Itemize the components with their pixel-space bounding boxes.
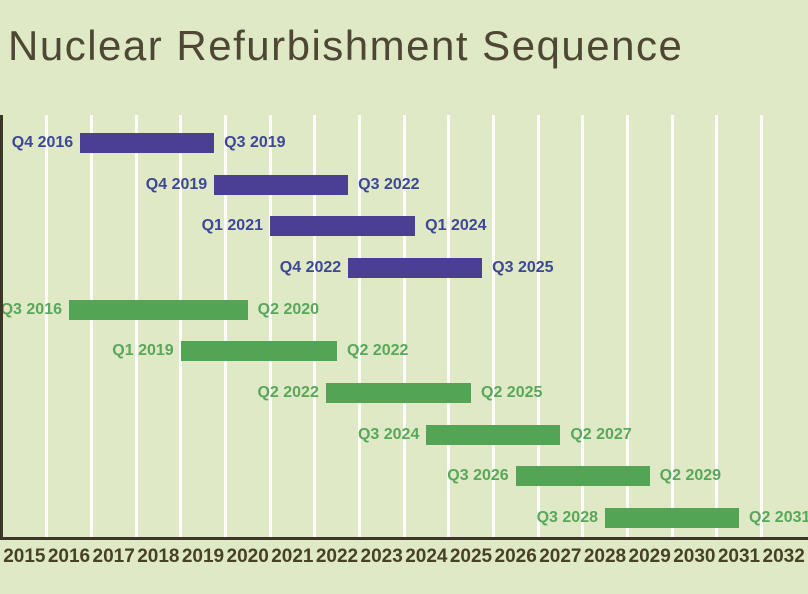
- year-gridline: [313, 115, 317, 537]
- year-gridline: [134, 115, 138, 537]
- year-gridline: [581, 115, 585, 537]
- year-gridline: [491, 115, 495, 537]
- purple-task-1-bar: [80, 133, 215, 153]
- year-gridline: [536, 115, 540, 537]
- x-axis-tick-label: 2020: [226, 546, 269, 567]
- x-axis-tick-label: 2030: [673, 546, 716, 567]
- purple-task-3-bar: [270, 216, 416, 237]
- green-task-1-end-label: Q2 2020: [257, 300, 320, 318]
- x-axis-tick-label: 2029: [628, 546, 671, 567]
- green-task-3-bar: [325, 383, 471, 404]
- green-task-2-bar: [180, 341, 337, 362]
- green-task-4-bar: [426, 424, 561, 445]
- x-axis-tick-label: 2025: [449, 546, 493, 567]
- green-task-6-bar: [605, 508, 739, 529]
- x-axis-tick-label: 2015: [3, 546, 46, 567]
- year-gridline: [357, 115, 361, 537]
- year-gridline: [179, 115, 183, 537]
- x-axis-tick-label: 2021: [271, 546, 314, 567]
- x-axis-tick-label: 2023: [360, 546, 403, 567]
- green-task-1-bar: [69, 299, 248, 320]
- x-axis-tick-label: 2031: [717, 546, 761, 567]
- y-axis-line: [0, 115, 3, 540]
- purple-task-1-start-label: Q4 2016: [11, 134, 74, 151]
- year-gridline: [670, 115, 674, 537]
- purple-task-4-start-label: Q4 2022: [279, 259, 342, 276]
- green-task-5-bar: [515, 466, 650, 487]
- green-task-3-start-label: Q2 2022: [257, 384, 319, 402]
- year-gridline: [45, 115, 49, 537]
- year-gridline: [625, 115, 629, 537]
- x-axis-tick-label: 2022: [315, 546, 359, 567]
- x-axis-tick-label: 2016: [47, 546, 91, 567]
- year-gridline: [447, 115, 451, 537]
- green-task-2-start-label: Q1 2019: [112, 342, 174, 360]
- green-task-5-end-label: Q2 2029: [659, 467, 722, 485]
- chart-title: Nuclear Refurbishment Sequence: [8, 22, 684, 69]
- purple-task-1-end-label: Q3 2019: [224, 134, 286, 151]
- x-axis-tick-label: 2027: [539, 546, 582, 567]
- purple-task-4-bar: [348, 258, 483, 278]
- x-axis-tick-label: 2032: [762, 546, 805, 567]
- year-gridline: [715, 115, 719, 537]
- x-axis-tick-label: 2026: [494, 546, 537, 567]
- green-task-5-start-label: Q3 2026: [447, 467, 509, 485]
- year-gridline: [223, 115, 227, 537]
- year-gridline: [268, 115, 272, 537]
- green-task-2-end-label: Q2 2022: [347, 342, 409, 360]
- year-gridline: [402, 115, 406, 537]
- x-axis-tick-label: 2028: [583, 546, 627, 567]
- x-axis-tick-label: 2024: [405, 546, 448, 567]
- purple-task-2-start-label: Q4 2019: [145, 175, 208, 193]
- green-task-4-start-label: Q3 2024: [357, 425, 420, 443]
- purple-task-4-end-label: Q3 2025: [492, 259, 554, 276]
- green-task-1-start-label: Q3 2016: [0, 300, 62, 318]
- green-task-4-end-label: Q2 2027: [570, 425, 632, 443]
- purple-task-2-end-label: Q3 2022: [358, 175, 420, 193]
- purple-task-3-end-label: Q1 2024: [425, 217, 487, 235]
- year-gridline: [759, 115, 763, 537]
- green-task-6-start-label: Q3 2028: [536, 509, 598, 527]
- purple-task-2-bar: [214, 174, 349, 195]
- year-gridline: [89, 115, 93, 537]
- x-axis-tick-label: 2019: [181, 546, 225, 567]
- green-task-6-end-label: Q2 2031: [749, 509, 808, 527]
- x-axis-tick-label: 2017: [92, 546, 135, 567]
- x-axis-line: [0, 537, 808, 540]
- x-axis-tick-label: 2018: [137, 546, 180, 567]
- purple-task-3-start-label: Q1 2021: [201, 217, 263, 235]
- green-task-3-end-label: Q2 2025: [481, 384, 543, 402]
